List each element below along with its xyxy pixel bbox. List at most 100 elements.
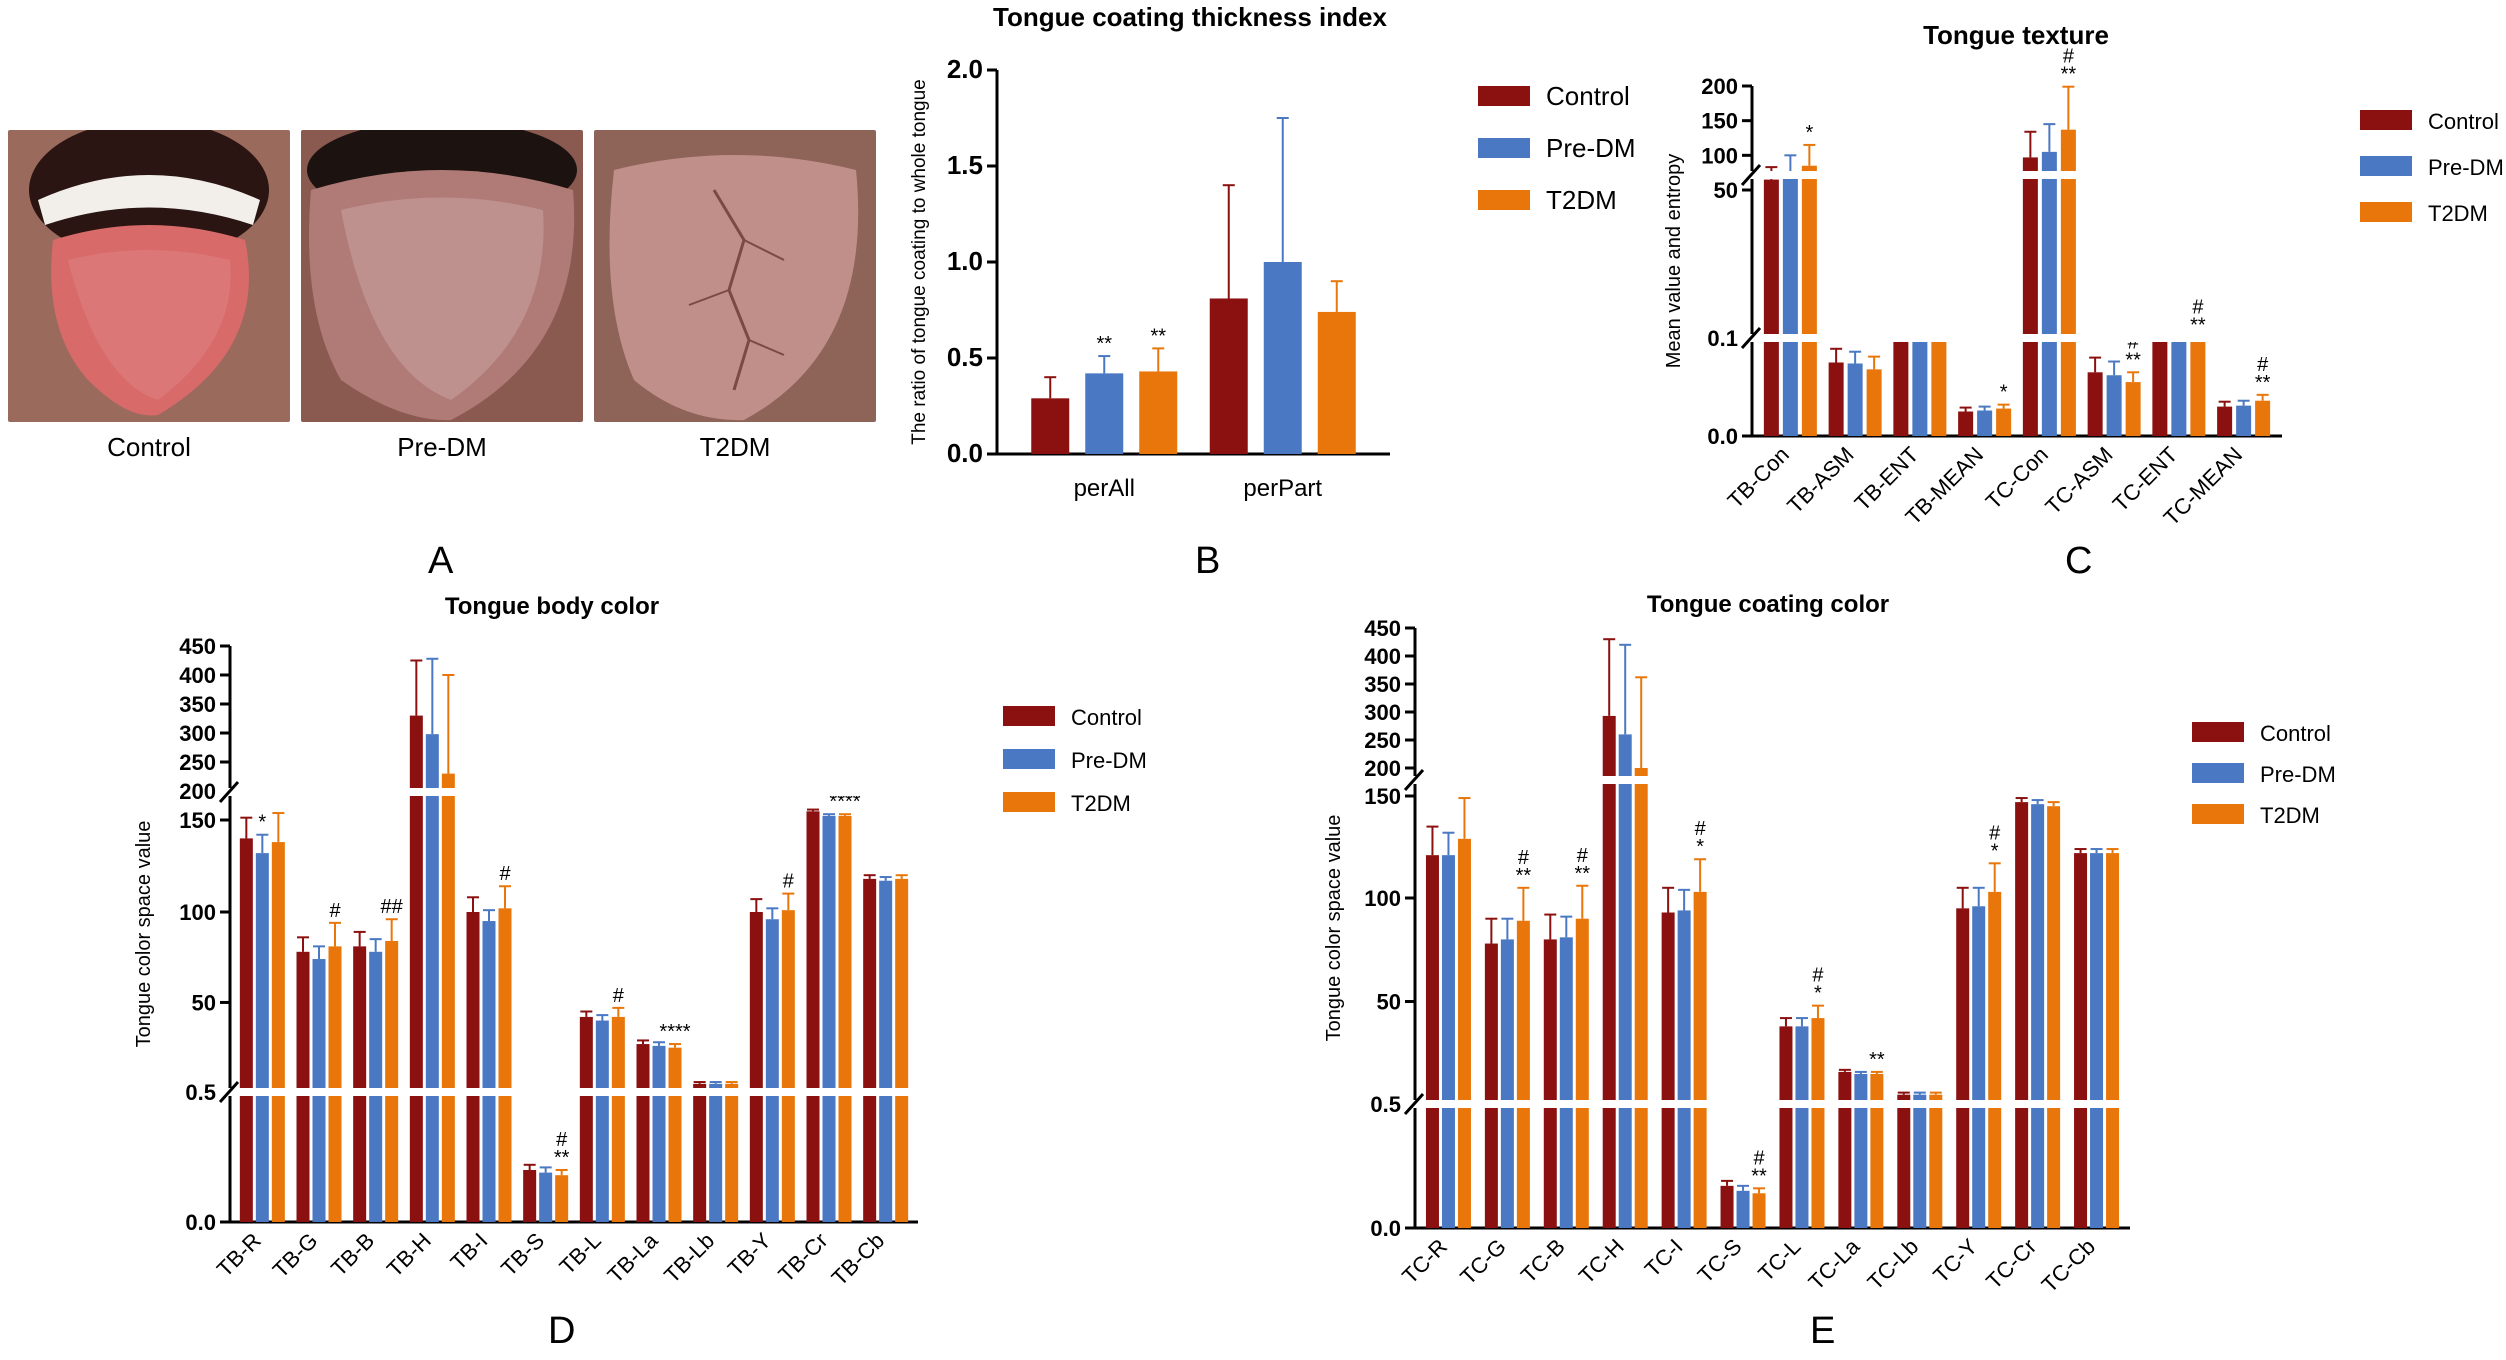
y-tick-label-b: 1.5 (947, 150, 983, 180)
y-tick-label-e: 0.0 (1370, 1216, 1401, 1241)
bar-e-tc-r-pre-dm (1441, 855, 1455, 1228)
significance-e: * (1696, 836, 1704, 858)
significance-d: * (258, 812, 266, 834)
bar-d-tb-i-control (466, 912, 480, 1222)
photo-caption-t2dm: T2DM (699, 432, 771, 462)
panel-label-d: D (548, 1310, 576, 1352)
y-tick-label-c: 100 (1701, 143, 1738, 168)
bar-e-tc-s-control (1720, 1185, 1734, 1228)
bar-d-tb-s-t2dm (555, 1175, 569, 1222)
bar-c-tc-mean-t2dm (2255, 400, 2271, 436)
bar-d-tb-b-pre-dm (369, 951, 383, 1222)
bar-e-tc-lb-pre-dm (1913, 1094, 1927, 1228)
photo-pre-dm (301, 130, 583, 422)
bar-e-tc-l-t2dm (1811, 1018, 1825, 1228)
significance-d: # (613, 985, 625, 1007)
bar-c-tb-ent-t2dm (1931, 337, 1947, 436)
category-label-c: TC-ASM (2040, 442, 2117, 519)
y-tick-label-e: 150 (1364, 784, 1401, 809)
bar-d-tb-cr-control (806, 811, 820, 1222)
bar-d-tb-g-t2dm (328, 946, 342, 1222)
significance-c: # (2257, 354, 2269, 376)
bar-e-tc-h-t2dm (1634, 768, 1648, 1228)
y-tick-label-d: 100 (179, 900, 216, 925)
chart-title-c: Tongue texture (1923, 20, 2109, 50)
y-tick-label-d: 150 (179, 808, 216, 833)
bar-d-tb-cb-control (863, 878, 877, 1222)
legend-label-c: T2DM (2428, 201, 2488, 226)
significance-e: # (1577, 845, 1589, 867)
y-tick-label-c: 150 (1701, 109, 1738, 134)
significance-e: ** (1575, 863, 1591, 885)
category-label-d: TB-G (268, 1228, 323, 1283)
bar-d-tb-r-pre-dm (255, 853, 269, 1222)
axis-break-c (1738, 171, 2284, 179)
bar-c-tc-asm-t2dm (2125, 382, 2141, 436)
category-label-d: TB-La (602, 1227, 663, 1288)
photo-t2dm (594, 130, 876, 422)
bar-c-tb-asm-pre-dm (1847, 363, 1863, 436)
category-label-e: TC-I (1640, 1234, 1688, 1282)
significance-e: * (1814, 983, 1822, 1005)
legend-label-c: Control (2428, 109, 2499, 134)
bar-e-tc-y-t2dm (1988, 891, 2002, 1228)
axis-break-mark-c (1740, 326, 1762, 350)
bar-c-tc-ent-t2dm (2190, 337, 2206, 436)
bar-e-tc-cb-t2dm (2106, 853, 2120, 1228)
category-label-d: TB-Lb (659, 1228, 719, 1288)
significance-d: ** (554, 1147, 570, 1169)
bar-d-tb-cr-pre-dm (822, 815, 836, 1222)
bar-e-tc-cb-pre-dm (2090, 853, 2104, 1228)
category-label-d: TB-I (445, 1228, 492, 1275)
bar-e-tc-la-control (1838, 1071, 1852, 1228)
panel-label-e: E (1810, 1310, 1836, 1352)
bar-d-tb-b-control (353, 946, 367, 1222)
bar-c-tc-asm-control (2087, 372, 2103, 436)
bar-e-tc-lb-t2dm (1929, 1094, 1943, 1228)
bar-d-tb-y-control (749, 912, 763, 1222)
bar-c-tb-mean-pre-dm (1977, 410, 1993, 436)
y-axis-label-c: Mean value and entropy (1663, 154, 1685, 369)
bar-d-tb-y-pre-dm (765, 919, 779, 1222)
bar-c-tb-ent-pre-dm (1912, 337, 1928, 436)
legend-label-d: Control (1071, 705, 1142, 730)
photo-caption-pre-dm: Pre-DM (397, 432, 487, 462)
category-label-e: TC-B (1516, 1234, 1570, 1288)
y-tick-label-e: 50 (1377, 990, 1401, 1015)
legend-label-d: T2DM (1071, 791, 1131, 816)
bar-b-perall-t2dm (1139, 371, 1178, 454)
legend-swatch-e (2192, 763, 2244, 783)
bar-c-tc-ent-pre-dm (2171, 337, 2187, 436)
bar-d-tb-h-t2dm (441, 773, 455, 1222)
axis-break-mark-d (218, 780, 240, 804)
legend-label-d: Pre-DM (1071, 748, 1147, 773)
significance-c: ** (2125, 349, 2141, 371)
significance-d: # (783, 871, 795, 893)
bar-c-tc-con-t2dm (2060, 129, 2076, 436)
axis-break-mark-c (1740, 163, 1762, 187)
bar-d-tb-la-t2dm (668, 1047, 682, 1222)
bar-e-tc-cb-control (2074, 853, 2088, 1228)
y-tick-label-c: 0.1 (1707, 326, 1738, 351)
category-label-e: TC-L (1753, 1234, 1805, 1286)
y-tick-label-b: 2.0 (947, 54, 983, 84)
bar-e-tc-lb-control (1897, 1094, 1911, 1228)
bar-d-tb-l-pre-dm (595, 1020, 609, 1222)
y-tick-label-c: 50 (1714, 178, 1738, 203)
category-label-d: TB-Y (723, 1228, 776, 1281)
y-tick-label-c: 0.0 (1707, 424, 1738, 449)
bar-d-tb-i-pre-dm (482, 921, 496, 1222)
panel-label-a: A (428, 540, 454, 582)
bar-e-tc-h-pre-dm (1618, 734, 1632, 1228)
bar-e-tc-la-pre-dm (1854, 1073, 1868, 1228)
category-label-b: perPart (1243, 475, 1322, 502)
bar-e-tc-b-t2dm (1575, 918, 1589, 1228)
significance-d: ## (381, 896, 404, 918)
y-axis-label-b: The ratio of tongue coating to whole ton… (909, 79, 930, 444)
significance-e: # (1812, 965, 1824, 987)
bar-d-tb-r-t2dm (271, 842, 285, 1222)
bar-c-tb-con-pre-dm (1782, 172, 1798, 436)
bar-e-tc-g-t2dm (1516, 920, 1530, 1228)
category-label-e: TC-Cb (2037, 1234, 2100, 1297)
